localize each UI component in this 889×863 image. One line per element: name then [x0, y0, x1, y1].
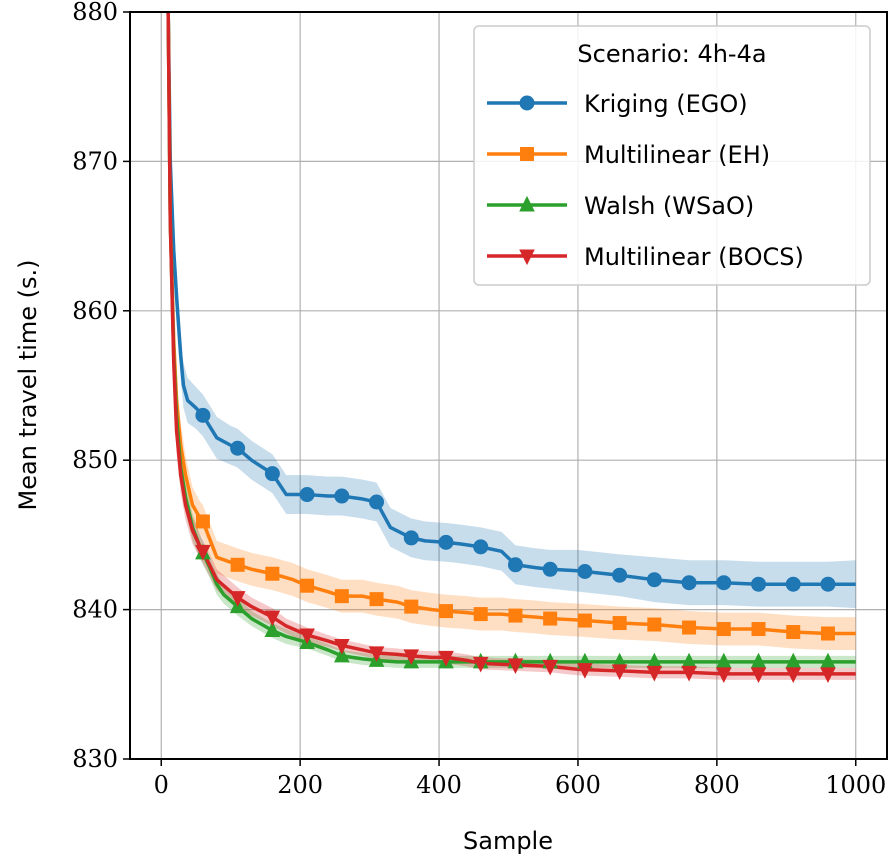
y-tick-label: 850 — [72, 446, 118, 474]
marker-multilinear-eh — [786, 625, 801, 640]
legend: Scenario: 4h-4a Kriging (EGO) Multilinear… — [473, 25, 871, 286]
marker-kriging-ego — [612, 567, 628, 583]
marker-multilinear-eh — [716, 622, 731, 637]
marker-multilinear-eh — [195, 514, 210, 529]
marker-multilinear-bocs — [195, 544, 211, 561]
marker-multilinear-bocs — [611, 664, 628, 680]
marker-multilinear-eh — [300, 578, 315, 593]
marker-multilinear-eh — [612, 616, 627, 631]
marker-multilinear-eh — [577, 613, 592, 628]
marker-multilinear-eh — [265, 566, 280, 581]
marker-multilinear-bocs — [403, 649, 420, 666]
marker-multilinear-eh — [543, 611, 558, 626]
marker-multilinear-bocs — [646, 665, 663, 682]
x-tick-label: 200 — [277, 771, 323, 799]
marker-kriging-ego — [507, 557, 523, 573]
y-axis-label: Mean travel time (s.) — [14, 260, 42, 511]
marker-kriging-ego — [716, 575, 732, 591]
marker-kriging-ego — [751, 576, 767, 592]
axis-ticks: 0 200 400 600 800 1000 830 840 850 860 870 880 — [72, 0, 886, 799]
marker-multilinear-bocs — [438, 650, 454, 667]
y-tick-label: 860 — [72, 297, 118, 325]
marker-multilinear-eh — [820, 626, 835, 641]
marker-multilinear-eh — [682, 620, 697, 635]
marker-kriging-ego — [369, 494, 385, 510]
marker-kriging-ego — [195, 407, 211, 423]
x-tick-label: 800 — [694, 771, 740, 799]
legend-title: Scenario: 4h-4a — [577, 40, 766, 68]
marker-kriging-ego — [577, 564, 593, 580]
marker-multilinear-bocs — [334, 638, 350, 655]
legend-marker-multilinear-eh — [520, 147, 534, 161]
marker-multilinear-bocs — [715, 667, 732, 683]
marker-kriging-ego — [473, 539, 489, 555]
marker-multilinear-bocs — [472, 656, 489, 673]
legend-box — [473, 25, 871, 286]
marker-multilinear-eh — [473, 607, 488, 622]
marker-multilinear-bocs — [750, 667, 767, 683]
legend-marker-multilinear-bocs — [519, 249, 535, 266]
marker-multilinear-bocs — [299, 628, 315, 645]
y-tick-label: 880 — [72, 0, 118, 26]
marker-multilinear-eh — [508, 608, 523, 623]
marker-kriging-ego — [230, 440, 246, 456]
marker-kriging-ego — [646, 572, 662, 588]
marker-multilinear-bocs — [785, 667, 802, 683]
marker-multilinear-bocs — [820, 667, 836, 683]
marker-multilinear-eh — [369, 592, 384, 607]
marker-kriging-ego — [403, 530, 419, 546]
legend-marker-walsh-wsao — [519, 195, 535, 212]
x-tick-label: 400 — [416, 771, 462, 799]
marker-multilinear-bocs — [542, 659, 558, 676]
marker-multilinear-eh — [334, 589, 349, 604]
x-tick-label: 600 — [555, 771, 601, 799]
marker-multilinear-bocs — [681, 665, 697, 682]
marker-kriging-ego — [299, 487, 315, 503]
y-tick-label: 870 — [72, 147, 118, 175]
marker-kriging-ego — [438, 534, 454, 550]
x-tick-label: 1000 — [825, 771, 886, 799]
marker-multilinear-eh — [438, 604, 453, 619]
y-tick-label: 830 — [72, 745, 118, 773]
marker-kriging-ego — [264, 466, 280, 482]
x-axis-label: Sample — [463, 827, 553, 855]
marker-multilinear-bocs — [264, 610, 281, 627]
line-multilinear-bocs — [166, 12, 856, 676]
marker-multilinear-bocs — [368, 646, 385, 663]
marker-multilinear-eh — [404, 599, 419, 614]
series-markers — [195, 407, 836, 683]
legend-label-multilinear-eh: Multilinear (EH) — [584, 141, 770, 169]
marker-walsh-wsao — [334, 646, 350, 663]
plot-frame — [129, 11, 888, 760]
marker-multilinear-bocs — [229, 591, 246, 607]
x-tick-label: 0 — [154, 771, 169, 799]
marker-multilinear-bocs — [577, 663, 593, 679]
marker-multilinear-eh — [751, 622, 766, 637]
marker-walsh-wsao — [264, 621, 281, 638]
marker-multilinear-bocs — [507, 658, 524, 674]
marker-multilinear-eh — [230, 557, 245, 572]
legend-label-walsh-wsao: Walsh (WSaO) — [584, 192, 754, 220]
marker-kriging-ego — [820, 576, 836, 592]
marker-kriging-ego — [681, 575, 697, 591]
marker-kriging-ego — [542, 561, 558, 577]
marker-kriging-ego — [785, 576, 801, 592]
legend-label-multilinear-bocs: Multilinear (BOCS) — [584, 243, 804, 271]
marker-multilinear-eh — [647, 617, 662, 632]
legend-marker-kriging-ego — [519, 95, 535, 111]
legend-label-kriging-ego: Kriging (EGO) — [584, 90, 748, 118]
marker-kriging-ego — [334, 488, 350, 504]
y-tick-label: 840 — [72, 596, 118, 624]
